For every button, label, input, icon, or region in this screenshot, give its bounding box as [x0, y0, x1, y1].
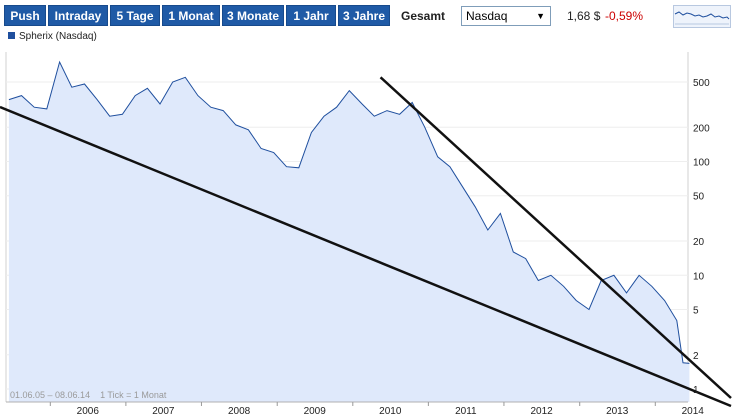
push-button[interactable]: Push: [4, 5, 46, 26]
x-tick-label: 2013: [606, 406, 629, 417]
x-tick-label: 2012: [530, 406, 553, 417]
chevron-down-icon: ▼: [536, 11, 545, 21]
date-range-text: 01.06.05 – 08.06.14: [10, 390, 90, 400]
y-tick-label: 20: [693, 237, 705, 248]
trendline: [0, 105, 732, 408]
y-axis-ticks: 1 2 5 10 20 50 100 200 500: [693, 78, 710, 396]
intraday-button[interactable]: Intraday: [48, 5, 108, 26]
price-value: 1,68 $: [567, 9, 601, 23]
trendlines: [0, 76, 732, 408]
price-area: [8, 62, 690, 402]
y-tick-label: 1: [693, 385, 699, 396]
legend-swatch: [8, 32, 15, 39]
x-tick-label: 2008: [228, 406, 251, 417]
y-tick-label: 100: [693, 158, 710, 169]
x-tick-label: 2010: [379, 406, 402, 417]
3-jahre-button[interactable]: 3 Jahre: [338, 5, 390, 26]
x-tick-label: 2014: [682, 406, 705, 417]
1-monat-button[interactable]: 1 Monat: [162, 5, 220, 26]
y-tick-label: 5: [693, 305, 699, 316]
date-range-label: 01.06.05 – 08.06.14 1 Tick = 1 Monat: [10, 390, 167, 400]
trendline: [379, 76, 732, 399]
exchange-select[interactable]: Nasdaq ▼: [461, 6, 551, 26]
price-line: [8, 60, 690, 364]
1-jahr-button[interactable]: 1 Jahr: [286, 5, 336, 26]
x-tick-label: 2006: [77, 406, 100, 417]
tick-interval-text: 1 Tick = 1 Monat: [100, 390, 167, 400]
x-axis-ticks: 2006 2007 2008 2009 2010 2011 2012 2013 2014: [49, 402, 705, 417]
y-tick-label: 200: [693, 123, 710, 134]
sparkline-thumbnail[interactable]: [673, 5, 731, 28]
y-tick-label: 2: [693, 351, 699, 362]
x-tick-label: 2007: [152, 406, 175, 417]
x-tick-label: 2009: [304, 406, 327, 417]
legend-label: Spherix (Nasdaq): [19, 31, 97, 42]
3-monate-button[interactable]: 3 Monate: [222, 5, 284, 26]
exchange-select-value: Nasdaq: [466, 9, 508, 23]
y-tick-label: 50: [693, 192, 705, 203]
gesamt-button[interactable]: Gesamt: [393, 5, 453, 26]
y-tick-label: 10: [693, 271, 705, 282]
x-tick-label: 2011: [455, 406, 477, 417]
5-tage-button[interactable]: 5 Tage: [110, 5, 160, 26]
chart-legend: Spherix (Nasdaq): [8, 31, 97, 42]
chart-toolbar: Push Intraday 5 Tage 1 Monat 3 Monate 1 …: [0, 0, 733, 30]
y-tick-label: 500: [693, 78, 710, 89]
price-change: -0,59%: [605, 9, 644, 23]
